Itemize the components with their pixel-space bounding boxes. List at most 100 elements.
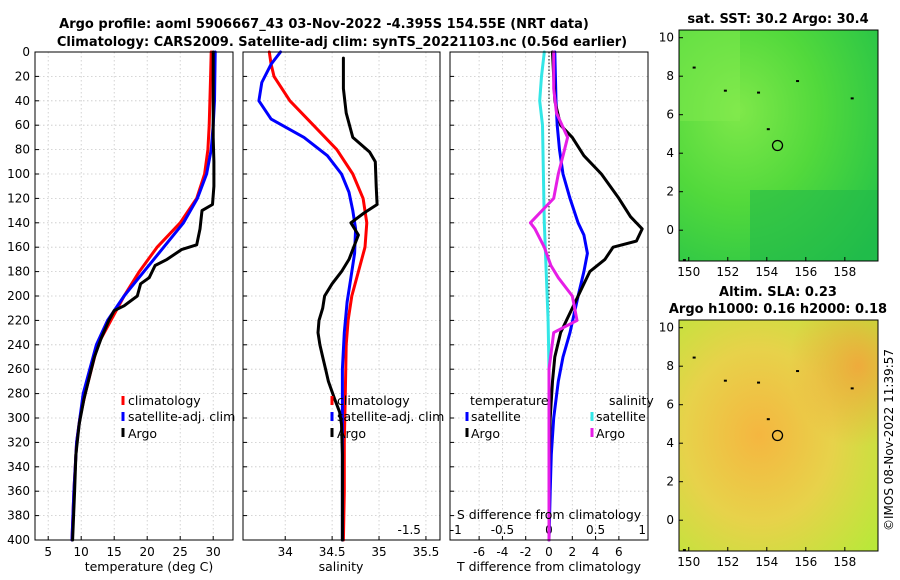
- map-x-tick-label: 152: [716, 265, 739, 279]
- map-y-tick-label: 6: [666, 398, 674, 412]
- timestamp: ©IMOS 08-Nov-2022 11:39:57: [882, 349, 896, 531]
- s-tick-label: -0.5: [491, 523, 514, 537]
- legend-climatology-label: climatology: [128, 393, 201, 408]
- map-x-tick-label: 154: [755, 555, 778, 569]
- y-tick-label: 260: [7, 362, 30, 376]
- map-y-tick-label: 4: [666, 436, 674, 450]
- plot-frame: [242, 51, 441, 541]
- y-tick-label: 320: [7, 435, 30, 449]
- legend-climatology-label: climatology: [337, 393, 410, 408]
- sst-heatmap-warm-patch: [680, 31, 740, 121]
- map-x-tick-label: 158: [833, 265, 856, 279]
- x-tick-label: 34: [278, 545, 293, 559]
- legend-salinity-title: salinity: [609, 393, 654, 408]
- salinity-xlabel: salinity: [319, 559, 364, 574]
- map-x-tick-label: 156: [794, 555, 817, 569]
- y-tick-label: 220: [7, 313, 30, 327]
- map-x-tick-label: 158: [833, 555, 856, 569]
- salinity-legend: climatology satellite-adj. clim Argo: [330, 393, 444, 441]
- coastline-island: [850, 387, 854, 390]
- map-y-tick-label: 2: [666, 185, 674, 199]
- argo-position-marker: [771, 429, 784, 442]
- difference-xlabel-salinity: S difference from climatology: [457, 507, 642, 522]
- difference-legend: temperature satellite Argo salinity sate…: [465, 393, 654, 441]
- y-tick-label: 200: [7, 289, 30, 303]
- map-y-tick-label: 6: [666, 108, 674, 122]
- map-y-tick-label: 8: [666, 69, 674, 83]
- series-line-t-satellite: [547, 50, 589, 542]
- map-y-tick-label: 2: [666, 475, 674, 489]
- map-x-tick-label: 150: [677, 265, 700, 279]
- y-tick-label: 240: [7, 338, 30, 352]
- coastline-island: [682, 549, 686, 552]
- map-x-tick-label: 154: [755, 265, 778, 279]
- map-y-tick-label: 8: [666, 359, 674, 373]
- sst-map: [678, 29, 879, 262]
- legend-argo-label: Argo: [337, 426, 366, 441]
- coastline-island: [796, 80, 800, 83]
- map-x-tick-label: 152: [716, 555, 739, 569]
- y-tick-label: 20: [15, 69, 30, 83]
- coastline-island: [723, 379, 727, 382]
- x-tick-label: 35: [371, 545, 386, 559]
- coastline-island: [766, 128, 770, 131]
- coastline-island: [692, 66, 696, 69]
- map-y-tick-label: 0: [666, 223, 674, 237]
- coastline-island: [723, 89, 727, 92]
- y-tick-label: 120: [7, 191, 30, 205]
- series-line-argo: [71, 50, 216, 542]
- y-tick-label: 400: [7, 533, 30, 547]
- legend-t-satellite-label: satellite: [471, 409, 521, 424]
- x-tick-label: 10: [74, 545, 89, 559]
- coastline-island: [692, 356, 696, 359]
- s-tick-label: -1: [450, 523, 462, 537]
- coastline-island: [682, 259, 686, 262]
- coastline-island: [757, 381, 761, 384]
- y-tick-label: 380: [7, 509, 30, 523]
- s-tick-label: -1.5: [398, 523, 421, 537]
- coastline-island: [850, 97, 854, 100]
- legend-argo-label: Argo: [128, 426, 157, 441]
- x-tick-label: 30: [206, 545, 221, 559]
- y-tick-label: 100: [7, 167, 30, 181]
- y-tick-label: 0: [22, 45, 30, 59]
- y-tick-label: 80: [15, 143, 30, 157]
- y-tick-label: 280: [7, 387, 30, 401]
- y-tick-label: 340: [7, 460, 30, 474]
- map-y-tick-label: 4: [666, 146, 674, 160]
- map-x-tick-label: 150: [677, 555, 700, 569]
- y-tick-label: 360: [7, 484, 30, 498]
- x-tick-label: 20: [140, 545, 155, 559]
- x-tick-label: 6: [615, 545, 623, 559]
- y-tick-label: 300: [7, 411, 30, 425]
- x-tick-label: 34.5: [319, 545, 346, 559]
- x-tick-label: 5: [44, 545, 52, 559]
- sla-map-axes: 150 152 154 156 158 0 2 4 6 8 10: [659, 321, 857, 569]
- plot-frame: [449, 51, 649, 541]
- series-line-satellite-adj-clim: [257, 50, 358, 542]
- legend-t-argo-label: Argo: [471, 426, 500, 441]
- plot-frame: [34, 51, 234, 541]
- title-line1: Argo profile: aoml 5906667_43 03-Nov-202…: [59, 17, 589, 32]
- y-tick-label: 40: [15, 94, 30, 108]
- legend-satellite-label: satellite-adj. clim: [128, 409, 235, 424]
- sla-map: [678, 319, 879, 552]
- coastline-island: [766, 418, 770, 421]
- legend-s-argo-label: Argo: [596, 426, 625, 441]
- title-line2: Climatology: CARS2009. Satellite-adj cli…: [57, 35, 627, 50]
- map-y-tick-label: 10: [659, 31, 674, 45]
- y-tick-label: 180: [7, 265, 30, 279]
- x-tick-label: 25: [173, 545, 188, 559]
- map-x-tick-label: 156: [794, 265, 817, 279]
- sla-map-frame: [678, 319, 879, 552]
- coastline-island: [796, 370, 800, 373]
- y-tick-label: 60: [15, 118, 30, 132]
- x-tick-label: 0: [545, 545, 553, 559]
- series-line-s-argo: [528, 50, 579, 542]
- x-tick-label: -4: [496, 545, 508, 559]
- x-tick-label: -2: [520, 545, 532, 559]
- sst-map-title: sat. SST: 30.2 Argo: 30.4: [687, 12, 868, 27]
- sla-heatmap-high-patch: [679, 320, 878, 551]
